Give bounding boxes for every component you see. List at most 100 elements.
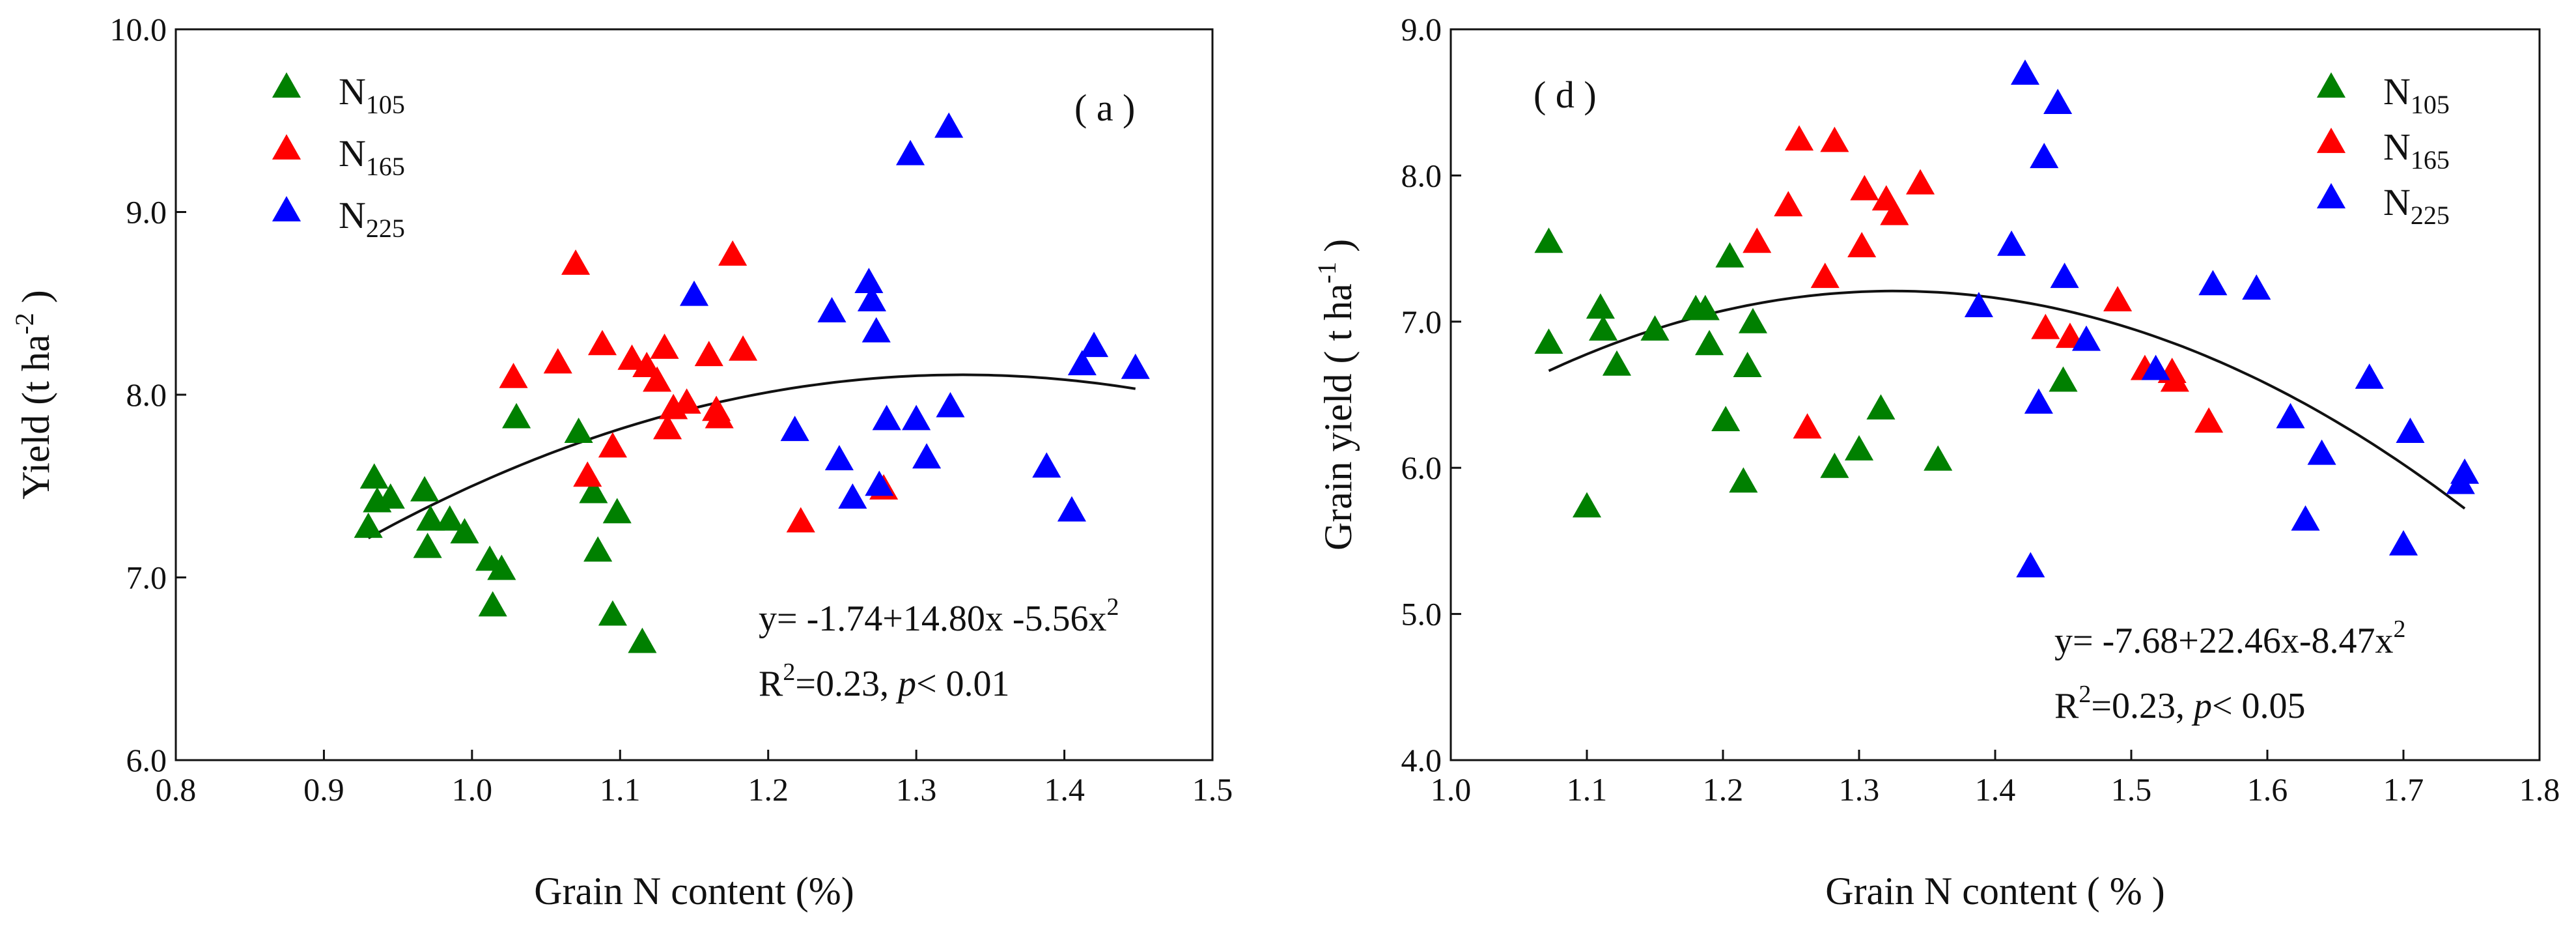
data-point-n225 bbox=[817, 296, 847, 322]
data-point-n105 bbox=[1733, 352, 1762, 377]
data-point-n105 bbox=[416, 505, 445, 531]
data-point-n225 bbox=[2450, 458, 2480, 484]
plot-frame-a bbox=[175, 28, 1214, 761]
data-point-n105 bbox=[1534, 328, 1563, 354]
x-tick-label: 1.2 bbox=[1703, 771, 1744, 808]
x-tick-label: 1.3 bbox=[896, 771, 937, 808]
data-point-n165 bbox=[1820, 126, 1849, 152]
data-point-n105 bbox=[579, 477, 608, 503]
data-point-n165 bbox=[694, 341, 723, 367]
y-tick-label: 5.0 bbox=[1401, 596, 1442, 632]
x-tick-label: 1.1 bbox=[600, 771, 641, 808]
data-point-n225 bbox=[1032, 452, 1061, 478]
data-point-n225 bbox=[936, 391, 965, 418]
data-point-n105 bbox=[1690, 294, 1720, 320]
x-tick-label: 1.4 bbox=[1975, 771, 2016, 808]
data-point-n165 bbox=[573, 461, 602, 487]
data-point-n165 bbox=[2160, 366, 2189, 392]
data-point-n225 bbox=[2198, 270, 2228, 296]
y-axis-label-d: Grain yield ( t ha-1 ) bbox=[1312, 239, 1360, 550]
data-point-n165 bbox=[499, 362, 528, 388]
data-point-n225 bbox=[780, 416, 809, 442]
data-point-n165 bbox=[650, 333, 679, 359]
data-point-n165 bbox=[1847, 232, 1877, 257]
legend-label-n225: N225 bbox=[339, 194, 405, 243]
legend-marker-n225 bbox=[2316, 183, 2346, 208]
data-point-n225 bbox=[865, 470, 894, 496]
data-point-n225 bbox=[912, 443, 942, 469]
legend-marker-n165 bbox=[2316, 128, 2346, 153]
data-point-n105 bbox=[359, 463, 389, 489]
data-point-n165 bbox=[2103, 286, 2133, 311]
data-point-n105 bbox=[1589, 315, 1618, 341]
y-tick-label: 8.0 bbox=[126, 376, 167, 413]
data-point-n105 bbox=[583, 536, 613, 562]
panel-d: 1.0 1.1 1.2 1.3 1.4 1.5 1.6 1.7 1.8 4.0 5.0 6.0 7.0… bbox=[1312, 11, 2560, 913]
y-tick-label: 10.0 bbox=[110, 11, 167, 48]
data-point-n105 bbox=[1729, 467, 1758, 493]
legend-label-n165: N165 bbox=[339, 132, 405, 181]
data-point-n105 bbox=[478, 591, 507, 617]
data-point-n105 bbox=[502, 403, 531, 429]
data-point-n225 bbox=[2016, 552, 2045, 578]
x-axis-label-d: Grain N content ( % ) bbox=[1825, 870, 2164, 913]
data-point-n165 bbox=[543, 348, 572, 374]
x-tick-label: 1.3 bbox=[1839, 771, 1880, 808]
panel-label-a: ( a ) bbox=[1074, 87, 1135, 129]
y-tick-label: 9.0 bbox=[126, 194, 167, 231]
data-point-n225 bbox=[857, 286, 886, 311]
data-point-n105 bbox=[1602, 350, 1632, 376]
x-tick-label: 1.5 bbox=[2111, 771, 2152, 808]
data-point-n225 bbox=[2307, 439, 2336, 465]
data-point-n105 bbox=[1640, 315, 1670, 341]
data-point-n105 bbox=[354, 512, 383, 538]
data-point-n165 bbox=[718, 240, 748, 266]
data-point-n225 bbox=[824, 445, 854, 471]
legend-marker-n105 bbox=[272, 72, 301, 98]
data-point-n225 bbox=[861, 317, 891, 343]
panel-a: 0.8 0.9 1.0 1.1 1.2 1.3 1.4 1.5 6.0 7.0 8.0 9.0 10.… bbox=[10, 11, 1233, 913]
data-point-n105 bbox=[1586, 293, 1615, 319]
x-tick-label: 1.6 bbox=[2247, 771, 2288, 808]
x-tick-label: 0.8 bbox=[156, 771, 197, 808]
data-point-n225 bbox=[679, 280, 709, 306]
data-point-n165 bbox=[653, 414, 682, 440]
fit-equation-d: y= -7.68+22.46x-8.47x2 bbox=[2054, 616, 2405, 661]
data-point-n165 bbox=[632, 352, 662, 377]
data-point-n225 bbox=[1057, 496, 1086, 522]
data-point-n105 bbox=[2049, 366, 2078, 392]
data-point-n165 bbox=[1784, 125, 1814, 151]
data-point-n105 bbox=[487, 554, 516, 580]
data-point-n165 bbox=[1906, 169, 1935, 195]
data-point-n105 bbox=[628, 627, 657, 653]
data-point-n225 bbox=[2043, 89, 2073, 115]
data-point-n225 bbox=[2071, 325, 2101, 351]
x-tick-label: 1.0 bbox=[452, 771, 493, 808]
x-tick-label: 1.2 bbox=[748, 771, 789, 808]
data-point-n165 bbox=[786, 507, 815, 533]
y-tick-label: 4.0 bbox=[1401, 742, 1442, 778]
data-point-n105 bbox=[410, 475, 440, 502]
data-point-n105 bbox=[1715, 242, 1744, 268]
data-point-n225 bbox=[902, 404, 931, 431]
data-point-n105 bbox=[1534, 227, 1563, 253]
legend-label-n225: N225 bbox=[2383, 181, 2450, 230]
x-tick-label: 1.4 bbox=[1044, 771, 1085, 808]
legend-d: N105 N165 N225 bbox=[2316, 70, 2450, 230]
data-point-n165 bbox=[561, 249, 591, 275]
data-point-n225 bbox=[1080, 332, 1109, 358]
x-tick-label: 1.7 bbox=[2383, 771, 2424, 808]
data-point-n225 bbox=[2388, 530, 2418, 556]
legend-marker-n105 bbox=[2316, 72, 2346, 98]
data-point-n105 bbox=[376, 483, 405, 509]
data-point-n225 bbox=[1964, 292, 1993, 317]
data-point-n225 bbox=[2030, 143, 2059, 169]
data-point-n225 bbox=[2010, 59, 2040, 85]
data-point-n105 bbox=[413, 532, 442, 558]
legend-label-n105: N105 bbox=[2383, 70, 2450, 119]
data-point-n105 bbox=[1695, 330, 1724, 356]
data-point-n105 bbox=[450, 518, 479, 544]
y-tick-label: 7.0 bbox=[126, 560, 167, 596]
data-point-n225 bbox=[872, 404, 901, 431]
data-point-n105 bbox=[1572, 492, 1602, 518]
